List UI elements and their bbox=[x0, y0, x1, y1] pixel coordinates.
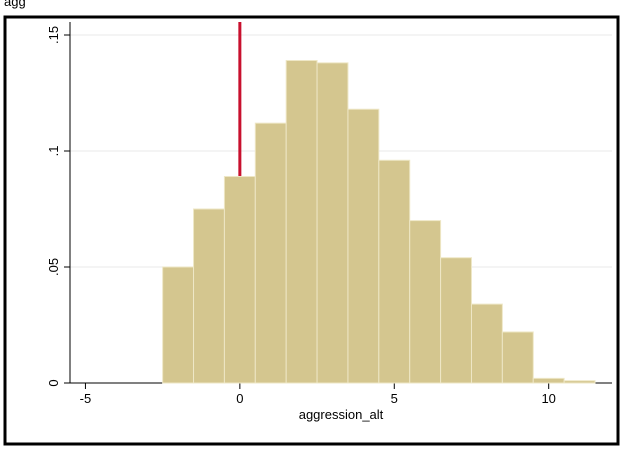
bar bbox=[193, 208, 225, 384]
y-tick-label: .1 bbox=[46, 146, 61, 157]
bar bbox=[285, 60, 318, 384]
bar bbox=[440, 257, 472, 384]
bar bbox=[223, 176, 256, 384]
y-tick-label: 0 bbox=[46, 379, 61, 386]
x-tick-label: 10 bbox=[541, 391, 555, 406]
bar bbox=[532, 377, 565, 384]
bar bbox=[470, 303, 503, 384]
bar bbox=[316, 62, 349, 384]
x-axis-label: aggression_alt bbox=[299, 407, 384, 422]
bar bbox=[501, 331, 534, 384]
x-tick-label: 5 bbox=[391, 391, 398, 406]
y-tick-label: .05 bbox=[46, 258, 61, 276]
chart-title: agg bbox=[4, 0, 26, 9]
bar bbox=[378, 159, 411, 384]
x-tick-label: -5 bbox=[80, 391, 92, 406]
bar bbox=[409, 220, 442, 384]
bar bbox=[254, 122, 287, 384]
bar bbox=[563, 380, 596, 384]
bar bbox=[347, 108, 380, 384]
x-tick-label: 0 bbox=[236, 391, 243, 406]
y-tick-label: .15 bbox=[46, 26, 61, 44]
bar bbox=[162, 266, 195, 384]
